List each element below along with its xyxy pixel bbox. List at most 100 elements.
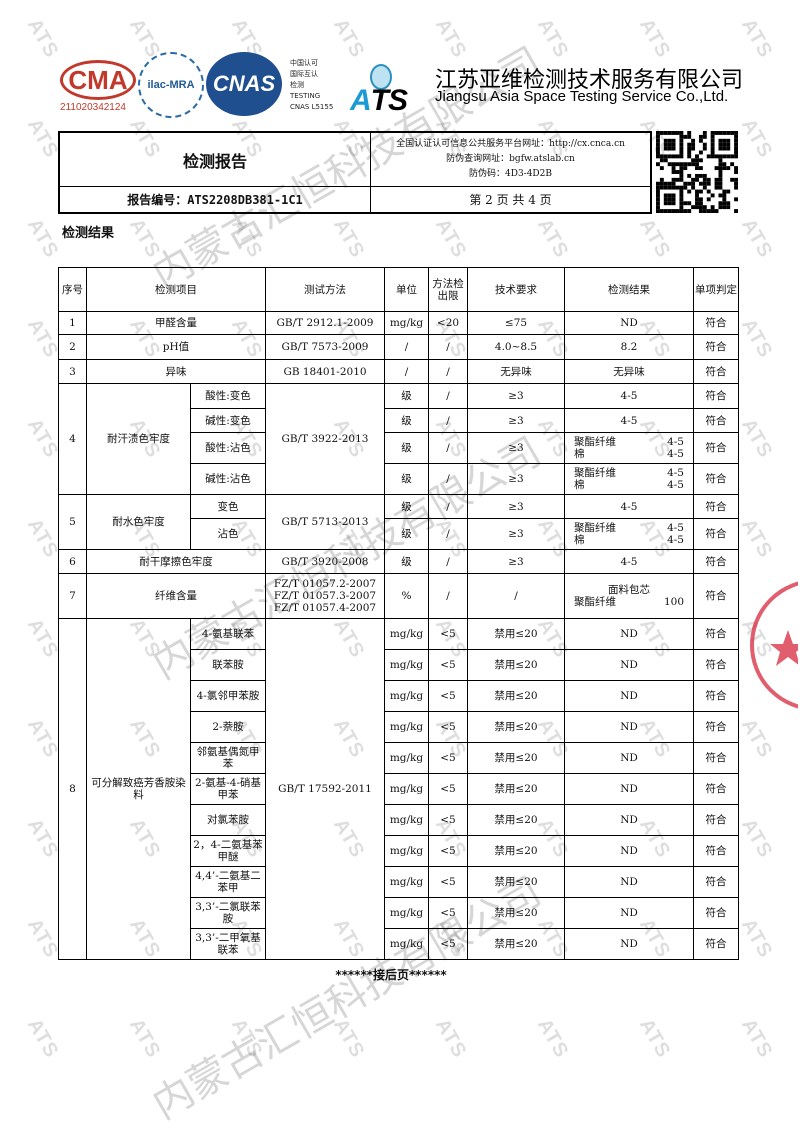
continued-note: ******接后页******	[335, 968, 447, 982]
watermark-ats: ATS	[226, 214, 267, 262]
requirement: /	[467, 573, 565, 619]
result-line: 聚酯纤维 4-5	[566, 467, 692, 479]
verdict: 符合	[693, 804, 739, 836]
method-line: GB/T 3922-2013	[281, 433, 369, 445]
watermark-ats: ATS	[430, 1014, 471, 1062]
result-line: 聚酯纤维 100	[566, 596, 692, 608]
detection-limit: /	[428, 359, 468, 384]
result: ND	[564, 311, 694, 335]
test-item: pH值	[86, 334, 266, 360]
requirement: ≥3	[467, 383, 565, 409]
test-sub-item: 对氯苯胺	[190, 804, 266, 836]
test-sub-item: 沾色	[190, 518, 266, 550]
detection-limit: <5	[428, 804, 468, 836]
watermark-ats: ATS	[328, 1014, 369, 1062]
watermark-ats: ATS	[124, 1014, 165, 1062]
result: 4-5	[564, 494, 694, 519]
result: 4-5	[564, 383, 694, 409]
requirement: ≥3	[467, 408, 565, 433]
unit: mg/kg	[384, 311, 429, 335]
requirement: ≥3	[467, 549, 565, 574]
verdict: 符合	[693, 432, 739, 464]
table-row: 2-氨基-4-硝基甲苯 mg/kg <5 禁用≤20 ND 符合	[59, 773, 739, 805]
unit: 级	[384, 432, 429, 464]
unit: mg/kg	[384, 897, 429, 929]
detection-limit: /	[428, 573, 468, 619]
verdict: 符合	[693, 711, 739, 743]
cma-logo: CMA	[60, 60, 136, 100]
qr-code	[656, 131, 738, 213]
watermark-ats: ATS	[532, 214, 573, 262]
test-sub-item: 联苯胺	[190, 649, 266, 681]
platform-url: 全国认证认可信息公共服务平台网址：http://cx.cnca.cn	[396, 139, 625, 149]
requirement: 禁用≤20	[467, 742, 565, 774]
method-line: GB/T 5713-2013	[281, 516, 369, 528]
company-name-en: Jiangsu Asia Space Testing Service Co.,L…	[435, 88, 729, 105]
cnas-caption-line: 检测	[290, 81, 304, 89]
test-method: GB 18401-2010	[265, 359, 385, 384]
table-row: 7 纤维含量 FZ/T 01057.2-2007 FZ/T 01057.3-2007 F…	[58, 573, 739, 619]
detection-limit: <5	[428, 866, 468, 898]
cnas-caption: 中国认可 国际互认 检测 TESTING CNAS L5155	[290, 58, 333, 113]
requirement: ≥3	[467, 463, 565, 495]
verdict: 符合	[693, 680, 739, 712]
fiber-name: 棉	[574, 534, 585, 546]
verdict: 符合	[693, 773, 739, 805]
detection-limit: /	[428, 334, 468, 360]
result: ND	[564, 835, 694, 867]
report-title: 检测报告	[60, 133, 371, 187]
test-item: 纤维含量	[86, 573, 266, 619]
verdict: 符合	[693, 573, 739, 619]
test-sub-item: 4-氯邻甲苯胺	[190, 680, 266, 712]
result: 4-5	[564, 408, 694, 433]
fiber-value: 4-5	[667, 534, 684, 546]
table-row: 5 耐水色牢度 变色 GB/T 5713-2013 级 / ≥3 4-5 符合	[58, 494, 739, 550]
result: ND	[564, 897, 694, 929]
watermark-ats: ATS	[634, 1014, 675, 1062]
verdict: 符合	[693, 928, 739, 960]
unit: mg/kg	[384, 649, 429, 681]
verification-info: 全国认证认可信息公共服务平台网址：http://cx.cnca.cn 防伪查询网…	[371, 133, 650, 187]
result: 4-5	[564, 549, 694, 574]
test-sub-item: 变色	[190, 494, 266, 519]
unit: mg/kg	[384, 866, 429, 898]
detection-limit: /	[428, 432, 468, 464]
page-info: 第 2 页 共 4 页	[469, 193, 552, 207]
unit: 级	[384, 518, 429, 550]
test-method: GB/T 2912.1-2009	[265, 311, 385, 335]
result: 面料包芯 聚酯纤维 100	[564, 573, 694, 619]
watermark-ats: ATS	[736, 1014, 777, 1062]
result: ND	[564, 928, 694, 960]
fiber-name: 棉	[574, 479, 585, 491]
method-line: GB 18401-2010	[283, 365, 367, 378]
result: 聚酯纤维 4-5 棉 4-5	[564, 432, 694, 464]
result-line: 棉 4-5	[566, 534, 692, 546]
verify-code: 防伪码：4D3-4D2B	[469, 169, 552, 179]
globe-icon	[370, 64, 392, 90]
verdict: 符合	[693, 359, 739, 384]
col-header: 方法检出限	[428, 267, 468, 312]
result: ND	[564, 773, 694, 805]
header-logos: CMA 211020342124 ilac-MRA CNAS 中国认可 国际互认…	[60, 52, 750, 122]
table-row: 对氯苯胺 mg/kg <5 禁用≤20 ND 符合	[59, 804, 739, 836]
watermark-ats: ATS	[736, 114, 777, 162]
verdict: 符合	[693, 494, 739, 519]
requirement: 禁用≤20	[467, 897, 565, 929]
table-row: 3 异味 GB 18401-2010// 无异味 无异味 符合	[58, 359, 739, 384]
table-row: 3,3’-二氯联苯胺 mg/kg <5 禁用≤20 ND 符合	[59, 897, 739, 929]
report-number: 报告编号：ATS2208DB381-1C1	[60, 187, 371, 212]
item-number: 8	[58, 618, 87, 960]
detection-limit: <5	[428, 928, 468, 960]
verdict: 符合	[693, 835, 739, 867]
table-row: 6 耐干摩擦色牢度 GB/T 3920-2008 级 / ≥3 4-5 符合	[58, 549, 739, 574]
test-sub-item: 3,3’-二氯联苯胺	[190, 897, 266, 929]
table-row: 2 pH值 GB/T 7573-2009//4.0~8.5 8.2 符合	[58, 334, 739, 360]
table-row: 4,4’-二氨基二苯甲 mg/kg <5 禁用≤20 ND 符合	[59, 866, 739, 898]
header-row: 序号 检测项目 测试方法 单位 方法检出限 技术要求 检测结果 单项判定	[58, 267, 739, 312]
verdict: 符合	[693, 649, 739, 681]
result: ND	[564, 680, 694, 712]
verdict: 符合	[693, 311, 739, 335]
unit: 级	[384, 494, 429, 519]
detection-limit: <5	[428, 618, 468, 650]
result-line: 聚酯纤维 4-5	[566, 522, 692, 534]
